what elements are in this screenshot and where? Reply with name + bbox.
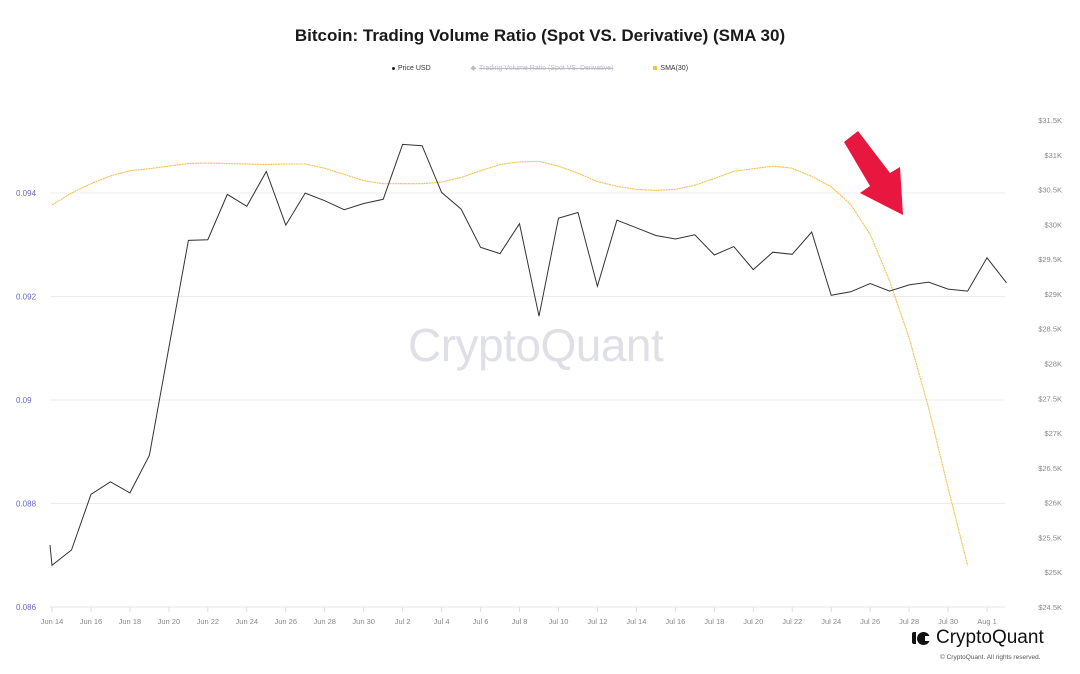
x-tick: Jul 14 — [626, 617, 646, 626]
brand-logo: CryptoQuant — [912, 627, 1044, 649]
legend-label: Price USD — [397, 64, 431, 72]
x-tick: Jun 30 — [352, 617, 375, 626]
x-tick: Jul 8 — [512, 617, 528, 626]
x-tick: Jul 26 — [860, 617, 880, 626]
y-right-tick: $26.5K — [1038, 464, 1062, 473]
y-right-tick: $24.5K — [1038, 603, 1062, 612]
square-icon — [653, 66, 658, 70]
x-tick: Jun 24 — [236, 617, 259, 626]
x-tick: Jul 20 — [743, 617, 763, 626]
x-tick: Jul 6 — [473, 617, 489, 626]
y-left-tick: 0.086 — [16, 603, 37, 612]
y-right-tick: $25.5K — [1038, 533, 1062, 542]
x-tick: Jul 10 — [548, 617, 568, 626]
x-tick: Jul 22 — [782, 617, 802, 626]
brand-name: CryptoQuant — [936, 627, 1044, 648]
y-right-tick: $27K — [1044, 429, 1062, 438]
red-arrow-icon — [844, 131, 903, 215]
watermark: CryptoQuant — [408, 319, 664, 371]
diamond-icon: ◆ — [470, 65, 477, 72]
y-right-tick: $31.5K — [1038, 116, 1062, 125]
x-tick: Jun 20 — [158, 617, 181, 626]
x-tick: Jun 28 — [313, 617, 336, 626]
y-left-tick: 0.088 — [16, 500, 37, 509]
x-tick: Aug 1 — [977, 617, 997, 626]
chart-title: Bitcoin: Trading Volume Ratio (Spot VS. … — [294, 26, 786, 45]
legend-item-sma[interactable]: SMA(30) — [653, 64, 688, 72]
y-right-tick: $29.5K — [1038, 255, 1062, 264]
sma-line — [51, 160, 969, 566]
x-tick: Jul 30 — [938, 617, 958, 626]
x-tick: Jul 2 — [395, 617, 411, 626]
x-tick: Jul 4 — [434, 617, 450, 626]
legend-item-price[interactable]: Price USD — [391, 64, 431, 72]
x-tick: Jul 28 — [899, 617, 919, 626]
y-right-tick: $26K — [1044, 499, 1062, 508]
y-right-tick: $28.5K — [1038, 325, 1062, 334]
price-line — [49, 143, 1007, 567]
y-right-tick: $29K — [1044, 290, 1062, 299]
x-tick: Jun 26 — [274, 617, 297, 626]
x-tick: Jul 16 — [665, 617, 685, 626]
x-tick: Jun 22 — [197, 617, 220, 626]
y-left-tick: 0.094 — [16, 189, 37, 198]
y-right-tick: $27.5K — [1038, 394, 1062, 403]
x-tick: Jun 18 — [119, 617, 142, 626]
cryptoquant-logo-icon — [912, 631, 931, 645]
x-tick: Jul 24 — [821, 617, 841, 626]
chart-legend: Price USD ◆ Trading Volume Ratio (Spot V… — [0, 64, 1080, 72]
y-left-tick: 0.092 — [16, 293, 37, 302]
legend-label: SMA(30) — [660, 64, 689, 72]
x-tick: Jul 18 — [704, 617, 724, 626]
y-right-tick: $30.5K — [1038, 186, 1062, 195]
legend-item-ratio[interactable]: ◆ Trading Volume Ratio (Spot VS. Derivat… — [470, 64, 614, 73]
y-right-tick: $28K — [1044, 360, 1062, 369]
x-tick: Jun 16 — [80, 617, 103, 626]
y-right-tick: $31K — [1044, 151, 1062, 160]
x-tick: Jun 14 — [41, 617, 64, 626]
legend-label: Trading Volume Ratio (Spot VS. Derivativ… — [479, 64, 614, 72]
x-tick: Jul 12 — [587, 617, 607, 626]
dot-icon — [391, 66, 395, 70]
y-right-tick: $30K — [1044, 220, 1062, 229]
copyright: © CryptoQuant. All rights reserved. — [940, 654, 1041, 661]
y-left-tick: 0.09 — [16, 396, 32, 405]
y-right-tick: $25K — [1044, 568, 1062, 577]
